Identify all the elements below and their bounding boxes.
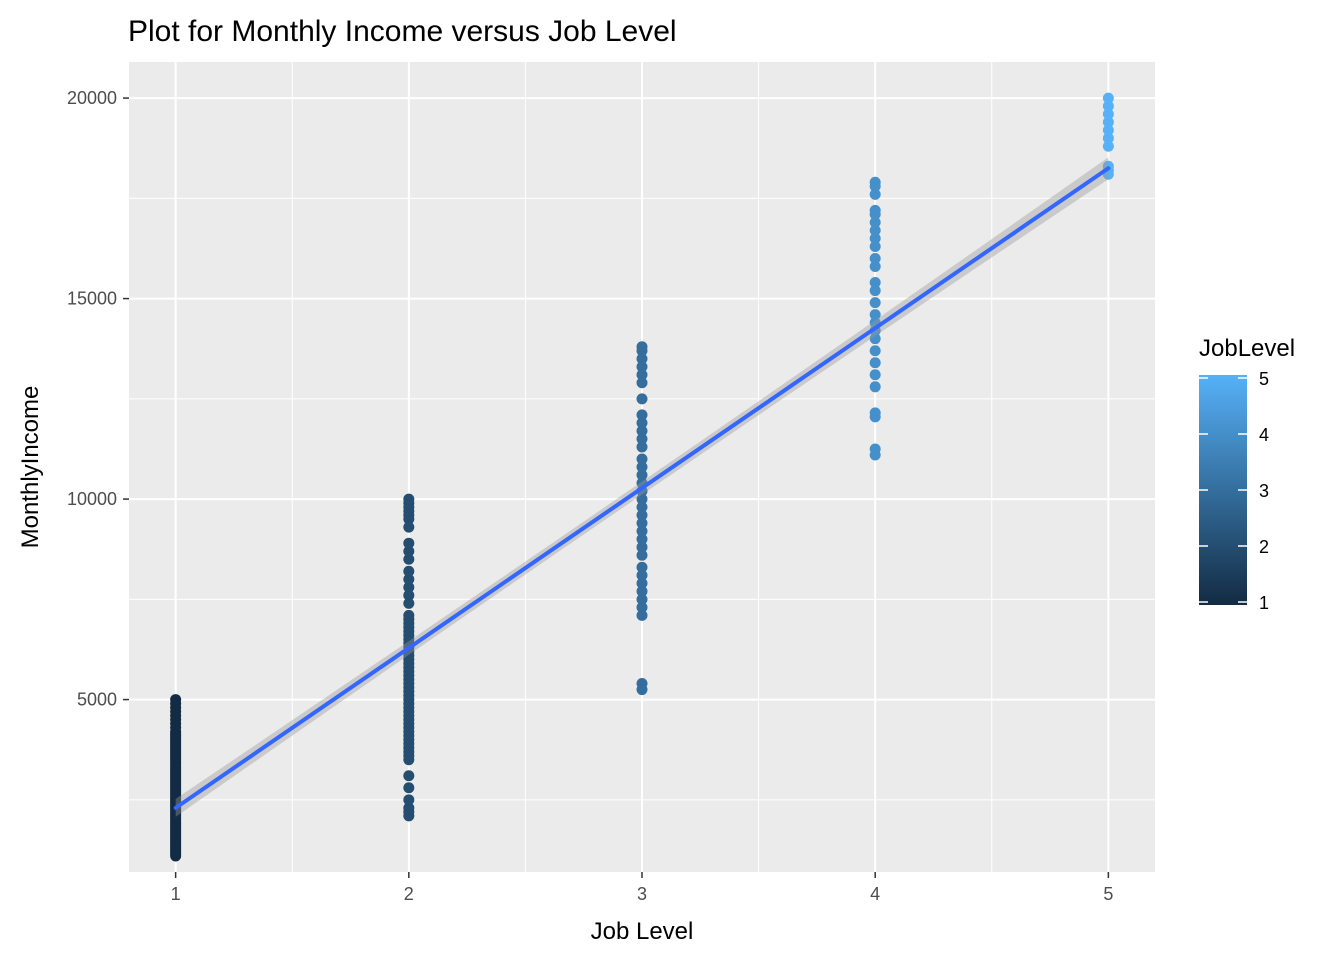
data-point	[636, 469, 648, 481]
data-point	[403, 573, 415, 585]
data-point	[869, 407, 881, 419]
data-point	[1102, 132, 1114, 144]
data-point	[170, 694, 182, 706]
data-point	[636, 609, 648, 621]
data-point	[869, 176, 881, 188]
data-point	[636, 341, 648, 353]
data-points	[170, 92, 1114, 862]
data-point	[636, 533, 648, 545]
x-tick-label: 4	[870, 884, 880, 904]
data-point	[1102, 124, 1114, 136]
data-point	[403, 565, 415, 577]
data-point	[636, 353, 648, 365]
data-point	[636, 433, 648, 445]
data-point	[636, 577, 648, 589]
data-point	[869, 204, 881, 216]
data-point	[403, 802, 415, 814]
data-point	[869, 277, 881, 289]
legend-ticks: 1 2 3 4 5	[1199, 369, 1269, 613]
data-point	[636, 678, 648, 690]
data-point	[636, 585, 648, 597]
data-point	[869, 188, 881, 200]
data-point	[869, 261, 881, 273]
x-tick-label: 1	[171, 884, 181, 904]
chart-title: Plot for Monthly Income versus Job Level	[128, 15, 677, 48]
data-point	[636, 409, 648, 421]
data-point	[869, 381, 881, 393]
data-point	[403, 553, 415, 565]
data-point	[869, 285, 881, 297]
data-point	[636, 601, 648, 613]
data-point	[636, 593, 648, 605]
legend-tick-label: 2	[1259, 537, 1269, 557]
data-point	[636, 541, 648, 553]
data-point	[1102, 100, 1114, 112]
data-point	[403, 589, 415, 601]
data-point	[869, 309, 881, 321]
data-point	[403, 537, 415, 549]
legend: JobLevel 1 2 3 4 5	[1199, 335, 1295, 613]
legend-title: JobLevel	[1199, 335, 1295, 362]
x-tick-label: 3	[637, 884, 647, 904]
data-point	[1102, 108, 1114, 120]
data-point	[869, 216, 881, 228]
data-point	[403, 794, 415, 806]
data-point	[636, 509, 648, 521]
data-point	[403, 597, 415, 609]
data-point	[869, 345, 881, 357]
data-point	[403, 609, 415, 621]
data-point	[1102, 92, 1114, 104]
data-point	[636, 417, 648, 429]
data-point	[869, 232, 881, 244]
x-axis-ticks: 1 2 3 4 5	[171, 872, 1113, 904]
data-point	[869, 252, 881, 264]
data-point	[869, 224, 881, 236]
data-point	[403, 581, 415, 593]
y-tick-label: 20000	[67, 88, 117, 108]
legend-tick-label: 4	[1259, 425, 1269, 445]
data-point	[636, 501, 648, 513]
data-point	[636, 517, 648, 529]
data-point	[636, 525, 648, 537]
data-point	[403, 545, 415, 557]
data-point	[1102, 140, 1114, 152]
y-axis-ticks: 5000 10000 15000 20000	[67, 88, 129, 710]
data-point	[636, 549, 648, 561]
data-point	[636, 441, 648, 453]
data-point	[636, 561, 648, 573]
y-axis-title: MonthlyIncome	[17, 386, 44, 549]
data-point	[636, 369, 648, 381]
data-point	[1102, 116, 1114, 128]
y-tick-label: 15000	[67, 289, 117, 309]
data-point	[636, 453, 648, 465]
data-point	[869, 443, 881, 455]
x-tick-label: 5	[1103, 884, 1113, 904]
x-tick-label: 2	[404, 884, 414, 904]
data-point	[636, 493, 648, 505]
data-point	[869, 357, 881, 369]
data-point	[636, 393, 648, 405]
data-point	[403, 521, 415, 533]
data-point	[869, 369, 881, 381]
data-point	[403, 770, 415, 782]
data-point	[403, 493, 415, 505]
data-point	[403, 782, 415, 794]
legend-tick-label: 3	[1259, 481, 1269, 501]
data-point	[636, 461, 648, 473]
y-tick-label: 10000	[67, 489, 117, 509]
data-point	[869, 240, 881, 252]
legend-tick-label: 1	[1259, 593, 1269, 613]
data-point	[636, 361, 648, 373]
y-tick-label: 5000	[77, 690, 117, 710]
x-axis-title: Job Level	[591, 918, 694, 945]
data-point	[636, 377, 648, 389]
legend-tick-label: 5	[1259, 369, 1269, 389]
trend-line-group	[173, 157, 1111, 817]
data-point	[636, 569, 648, 581]
data-point	[869, 333, 881, 345]
trend-line	[173, 166, 1111, 810]
data-point	[869, 297, 881, 309]
data-point	[636, 425, 648, 437]
